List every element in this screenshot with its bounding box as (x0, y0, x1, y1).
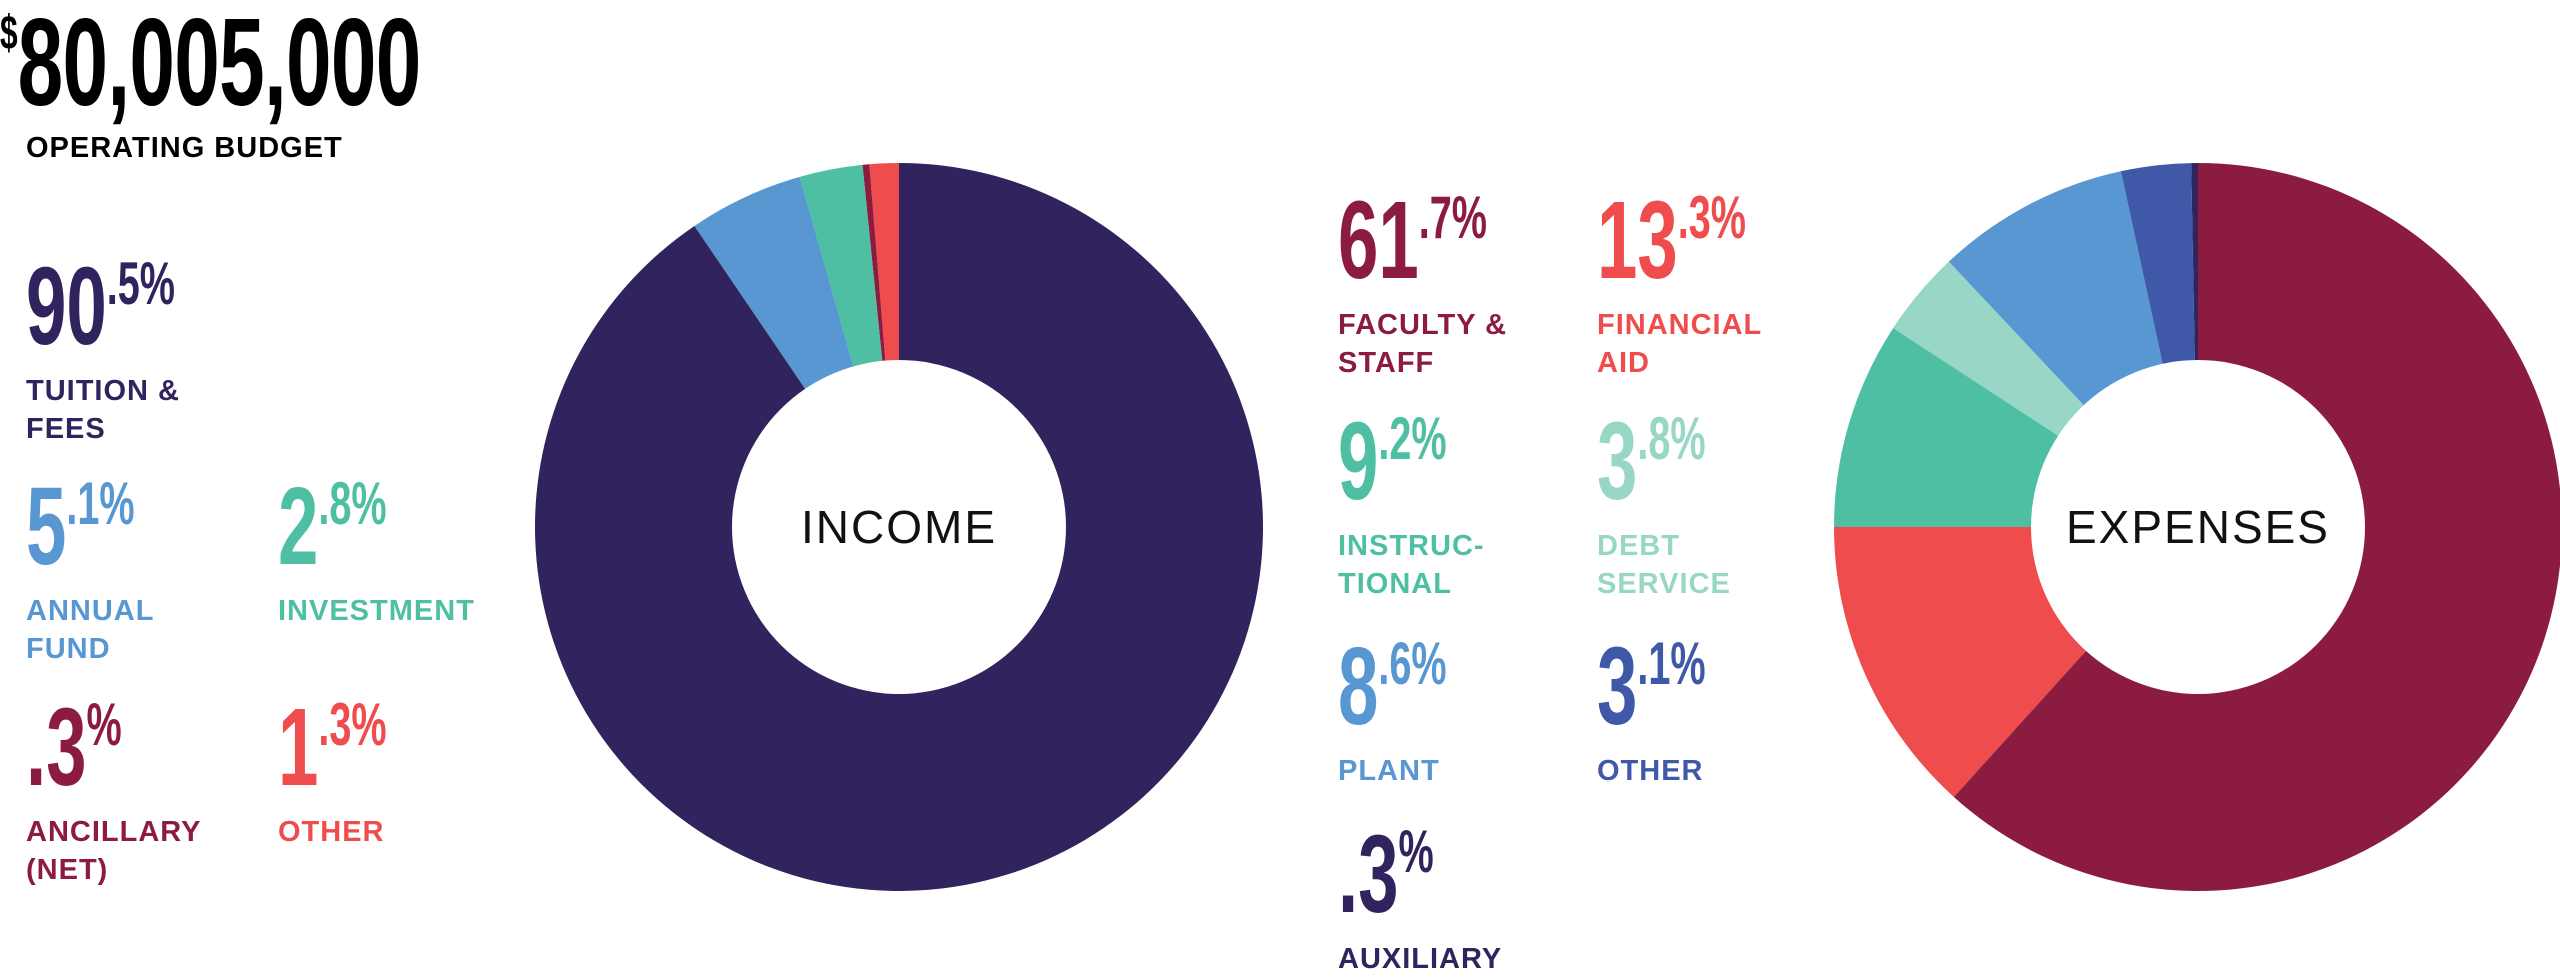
stat-value-fraction: % (86, 691, 122, 758)
donut-title: INCOME (801, 501, 997, 553)
income-stat: 90.5% TUITION & FEES (26, 252, 252, 448)
income-donut: INCOME (535, 163, 1263, 892)
stat-value-whole: 1 (278, 686, 319, 809)
income-stat: 5.1% ANNUAL FUND (26, 472, 191, 668)
expense-stat: 9.2% INSTRUC- TIONAL (1338, 407, 1503, 603)
stat-value-fraction: .1% (66, 470, 135, 537)
stat-value-whole: 13 (1597, 179, 1678, 302)
stat-value-fraction: .8% (318, 470, 387, 537)
stat-label-line: ANNUAL (26, 595, 155, 627)
stat-value-fraction: .3% (318, 691, 387, 758)
stat-label-line: STAFF (1338, 347, 1435, 379)
stat-label-line: SERVICE (1597, 568, 1731, 600)
stat-label-line: FEES (26, 413, 106, 445)
stat-value-fraction: .7% (1418, 184, 1487, 251)
stat-label-line: FACULTY & (1338, 309, 1508, 341)
stat-label-line: INVESTMENT (278, 595, 475, 627)
budget-total: $80,005,000 (0, 0, 637, 134)
stat-label-line: TIONAL (1338, 568, 1452, 600)
expense-stat: 13.3% FINANCIAL AID (1597, 186, 1823, 382)
currency-symbol: $ (0, 7, 18, 60)
stat-value-fraction: .6% (1378, 630, 1447, 697)
stat-value-fraction: .3% (1677, 184, 1746, 251)
stat-value-whole: 8 (1338, 625, 1379, 748)
stat-value-whole: 5 (26, 465, 67, 588)
stat-label-line: OTHER (278, 816, 385, 848)
stat-value-whole: 3 (1597, 625, 1638, 748)
stat-label-line: FUND (26, 633, 111, 665)
stat-value-fraction: % (1398, 818, 1434, 885)
stat-value-fraction: .5% (106, 250, 175, 317)
expense-stat: 3.8% DEBT SERVICE (1597, 407, 1762, 603)
stat-label-line: (NET) (26, 854, 109, 886)
donut-hole (732, 360, 1066, 694)
stat-label-line: FINANCIAL (1597, 309, 1763, 341)
stat-label-line: TUITION & (26, 375, 180, 407)
stat-value-fraction: .8% (1637, 405, 1706, 472)
donut-hole (2031, 360, 2365, 694)
stat-value-fraction: .1% (1637, 630, 1706, 697)
stat-value-whole: 61 (1338, 179, 1419, 302)
stat-label-line: DEBT (1597, 530, 1680, 562)
expense-stat: 8.6% PLANT (1338, 632, 1503, 790)
donut-title: EXPENSES (2066, 501, 2330, 553)
budget-amount: 80,005,000 (17, 0, 422, 132)
budget-label: OPERATING BUDGET (26, 132, 343, 164)
stat-label-line: INSTRUC- (1338, 530, 1485, 562)
stat-value-whole: 9 (1338, 400, 1379, 523)
stat-value-whole: 90 (26, 245, 107, 368)
income-stat: 2.8% INVESTMENT (278, 472, 475, 630)
stat-label-line: PLANT (1338, 755, 1440, 787)
stat-value-whole: .3 (1338, 813, 1399, 936)
expense-stat: 61.7% FACULTY & STAFF (1338, 186, 1564, 382)
stat-value-whole: .3 (26, 686, 87, 809)
stat-label-line: AID (1597, 347, 1650, 379)
stat-value-whole: 2 (278, 465, 319, 588)
expense-stat: 3.1% OTHER (1597, 632, 1762, 790)
stat-value-fraction: .2% (1378, 405, 1447, 472)
income-stat: .3% ANCILLARY (NET) (26, 693, 201, 889)
stat-label-line: ANCILLARY (26, 816, 202, 848)
expenses-donut: EXPENSES (1834, 163, 2560, 891)
stat-label-line: OTHER (1597, 755, 1704, 787)
stat-value-whole: 3 (1597, 400, 1638, 523)
income-stat: 1.3% OTHER (278, 693, 443, 851)
